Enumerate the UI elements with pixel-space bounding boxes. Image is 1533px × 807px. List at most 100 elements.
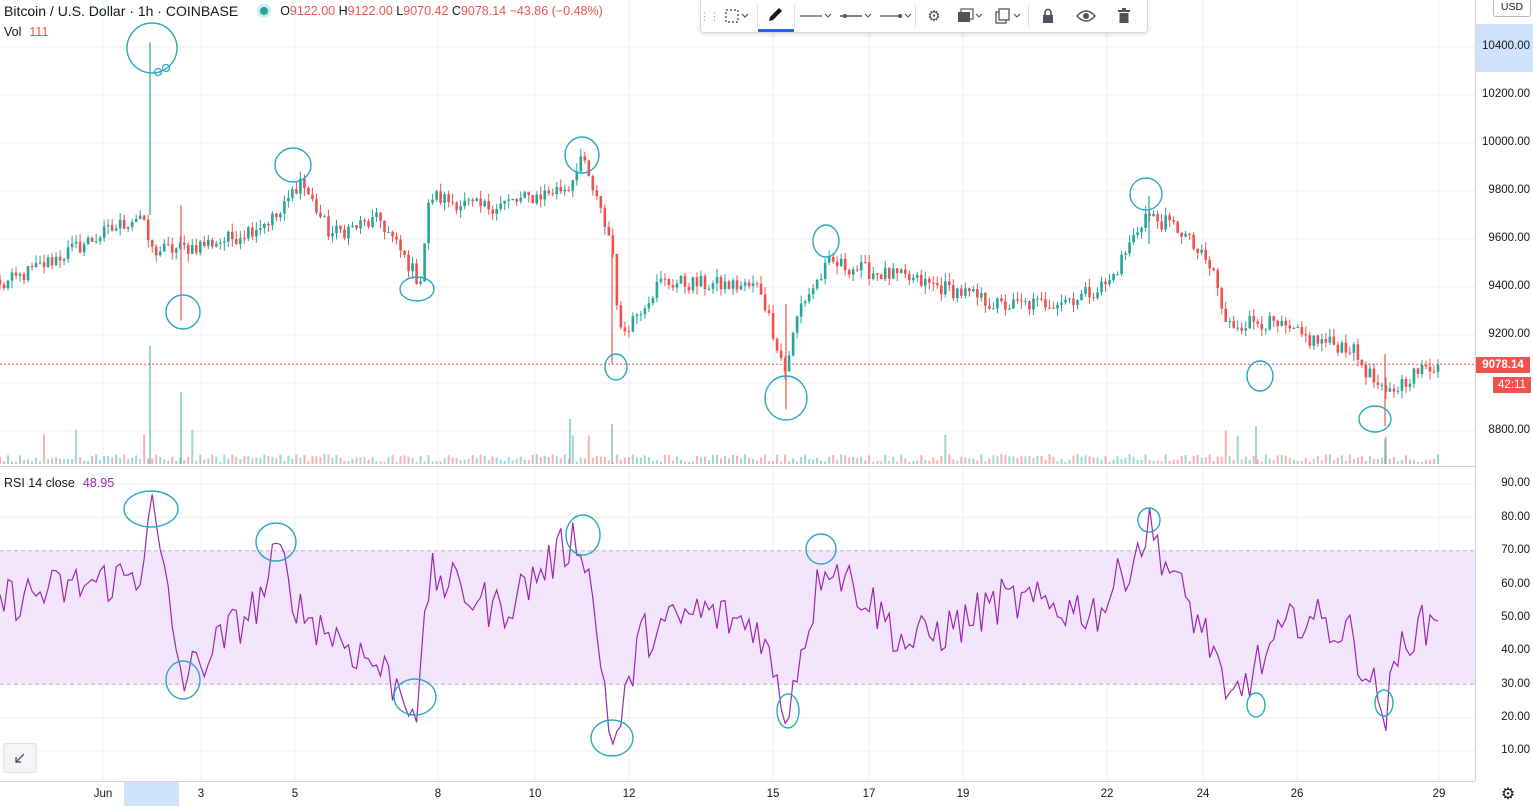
fill-icon[interactable] [952,0,988,32]
volume-bar [1384,439,1386,464]
candle-body [38,262,42,264]
volume-bar [211,454,214,464]
annotation-circle [812,224,840,258]
volume-value: 111 [29,25,49,39]
volume-bar [1168,460,1171,464]
selection-icon[interactable] [717,0,757,32]
copy-icon[interactable] [988,0,1028,32]
candle-body [467,199,470,201]
candle-body [130,222,134,227]
candle-body [1140,227,1143,233]
candle-body [475,198,478,202]
symbol-title[interactable]: Bitcoin / U.S. Dollar · 1h · COINBASE [4,3,239,19]
volume-bar [1132,456,1135,464]
trash-icon[interactable] [1105,0,1143,32]
candle-body [1224,308,1228,322]
volume-bar [35,457,38,464]
currency-badge[interactable]: USD [1493,0,1531,17]
volume-bar [1352,459,1355,464]
grip-icon[interactable]: ⋮⋮ [699,10,720,23]
candle-body [731,280,735,289]
volume-bar [1128,454,1131,464]
volume-bar [411,457,414,464]
candle-body [519,197,523,202]
candle-body [583,156,587,161]
lock-icon[interactable] [1029,0,1067,32]
candle-body [623,327,627,332]
volume-bar [1380,457,1383,464]
candle-body [150,240,154,247]
volume-bar [171,456,174,464]
volume-bar [615,454,618,464]
candle-body [1324,339,1328,343]
volume-bar [223,454,226,464]
volume-bar [800,456,803,464]
price-tick-label: 9600.00 [1488,232,1530,244]
candle-body [507,199,511,201]
candle-body [543,190,547,200]
volume-bar [1004,455,1007,464]
candle-body [1132,234,1135,243]
volume-bar [1056,461,1059,464]
volume-bar [163,459,166,464]
volume-bar [607,460,610,464]
volume-bar [1120,459,1123,464]
candle-body [659,278,663,282]
pane-separator[interactable] [0,466,1533,467]
candle-body [1124,253,1127,255]
candle-body [787,355,791,372]
candle-body [98,237,102,242]
candle-body [972,289,975,292]
candle-body [1328,336,1332,343]
candle-body [279,213,282,218]
time-tick-label: 15 [766,788,780,800]
volume-bar [139,459,142,464]
volume-bar [235,456,238,464]
collapse-pane-button[interactable] [3,743,37,773]
annotation-circle [1374,689,1394,717]
hand-drawn-annotations[interactable] [123,22,1394,757]
volume-bar [1204,457,1207,464]
candle-body [988,305,991,309]
line-width-icon[interactable] [835,0,875,32]
change-value: −43.86 (−0.48%) [509,4,603,18]
candle-body [791,332,795,356]
candle-body [479,198,482,207]
pencil-icon[interactable] [758,0,794,32]
volume-bar [900,454,903,464]
volume-bar [699,457,702,464]
volume-bar [1160,461,1163,464]
candle-body [146,219,150,241]
volume-bar [467,458,470,464]
time-axis[interactable] [0,781,1475,807]
candle-body [1160,221,1163,230]
candle-body [26,266,30,281]
volume-bar [63,459,66,464]
volume-bar [147,458,150,464]
volume-bar [563,454,566,464]
candle-body [1028,301,1031,310]
candle-body [1176,221,1179,233]
gear-icon[interactable]: ⚙ [927,8,941,25]
volume-bar [247,456,250,464]
candle-body [847,269,851,275]
volume-bar [207,458,210,464]
open-key: O [280,4,290,18]
candle-body [423,243,426,282]
candle-body [307,188,310,195]
candle-body [1432,371,1436,373]
candle-body [1336,344,1340,353]
eye-icon[interactable] [1067,0,1105,32]
volume-bar [1080,456,1083,464]
line-style-icon[interactable] [795,0,835,32]
line-end-icon[interactable] [875,0,915,32]
rsi-legend[interactable]: RSI 14 close 48.95 [4,476,114,490]
volume-legend[interactable]: Vol 111 [4,25,48,39]
volume-bar [728,458,731,464]
gear-icon[interactable]: ⚙ [1500,786,1516,803]
price-tick-label: 10400.00 [1482,40,1530,52]
candle-body [86,237,90,245]
volume-bar [315,456,318,464]
volume-bar [291,459,294,464]
